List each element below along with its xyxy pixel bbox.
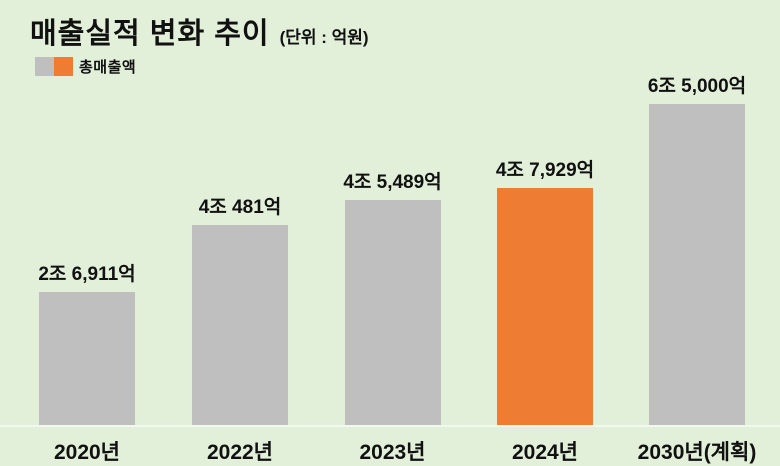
chart-unit-label: (단위 : 억원) [279, 28, 369, 47]
chart-legend: 총매출액 [35, 57, 136, 76]
x-axis-label: 2023년 [359, 441, 426, 464]
legend-label: 총매출액 [79, 59, 137, 76]
x-axis-label: 2030년(계획) [637, 441, 757, 464]
x-axis-baseline [0, 425, 780, 427]
bar-2024년 [497, 188, 593, 425]
bar-value-label: 2조 6,911억 [38, 264, 136, 285]
bar-value-label: 6조 5,000억 [647, 76, 747, 97]
x-axis-label: 2022년 [206, 441, 274, 464]
bar-2022년 [192, 225, 288, 425]
bar-value-label: 4조 481억 [198, 197, 282, 218]
x-axis-label: 2020년 [53, 441, 121, 464]
bar-value-label: 4조 5,489억 [343, 172, 442, 193]
bar-value-label: 4조 7,929억 [495, 160, 595, 181]
x-axis-label: 2024년 [511, 441, 579, 464]
legend-orange-swatch [54, 57, 73, 76]
bar-2030년(계획) [649, 104, 745, 425]
bar-2023년 [344, 200, 441, 425]
bar-2020년 [39, 292, 135, 425]
chart-title: 매출실적 변화 추이 [30, 18, 270, 50]
legend-gray-swatch [35, 57, 54, 76]
chart-header: 매출실적 변화 추이 (단위 : 억원) [30, 10, 369, 52]
